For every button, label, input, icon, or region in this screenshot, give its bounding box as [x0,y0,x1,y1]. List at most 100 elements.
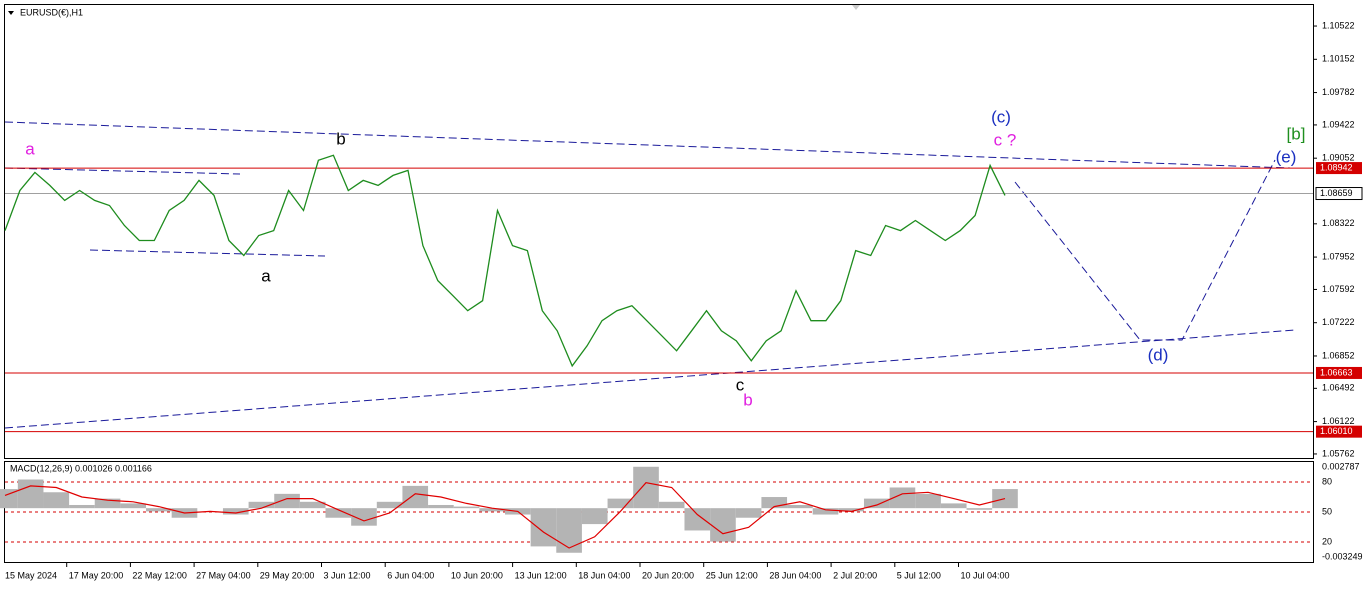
macd-bar [0,489,18,509]
x-tick-label: 13 Jun 12:00 [515,570,567,580]
macd-bar [69,504,95,509]
current-price-box [1315,187,1363,201]
wave-label: c [736,375,745,394]
x-tick-label: 10 Jul 04:00 [961,570,1010,580]
x-tick-label: 25 Jun 12:00 [706,570,758,580]
wave-label: (d) [1148,345,1169,364]
macd-tick-label: -0.003249 [1322,551,1363,561]
macd-bar [248,501,275,509]
level-label: 1.06663 [1320,367,1353,377]
price-pane [4,4,1314,459]
wave-label: [b] [1287,124,1306,143]
y-tick-label: 1.10152 [1322,54,1355,64]
current-price-label: 1.08659 [1320,188,1353,198]
macd-bar [915,493,941,509]
y-tick-label: 1.09782 [1322,87,1355,97]
macd-bar [812,508,839,515]
level-label: 1.08942 [1320,162,1353,172]
macd-bar [838,508,864,512]
macd-bar [556,508,582,553]
projection [1014,159,1276,341]
minor-trendline [4,167,241,175]
macd-bar [889,487,916,509]
macd-bar [274,493,300,509]
pane-marker [852,5,860,10]
y-tick-label: 1.08322 [1322,218,1355,228]
wave-label: c ? [994,130,1017,149]
macd-bar [863,498,890,509]
y-tick-label: 1.05762 [1322,448,1355,458]
y-tick-label: 1.06852 [1322,350,1355,360]
macd-bar [17,479,44,509]
x-tick-label: 20 Jun 20:00 [642,570,694,580]
y-tick-label: 1.06492 [1322,383,1355,393]
y-tick-label: 1.06122 [1322,416,1355,426]
level-box [1316,366,1362,379]
macd-bar [146,508,172,512]
trendlines [4,121,1296,429]
y-tick-label: 1.09422 [1322,119,1355,129]
y-tick-label: 1.07592 [1322,284,1355,294]
upper-trendline [4,121,1291,169]
wave-label: (c) [991,107,1011,126]
wave-label: a [261,266,271,285]
macd-tick-label: 0.002787 [1322,461,1360,471]
macd-bar [43,492,70,509]
x-tick-label: 29 May 20:00 [260,570,315,580]
macd-bar [402,485,429,509]
macd-bar [581,508,608,525]
macd-bar [607,498,634,509]
price-line [4,154,1006,368]
x-tick-label: 27 May 04:00 [196,570,251,580]
macd-level-label: 80 [1322,476,1332,486]
x-tick-label: 6 Jun 04:00 [387,570,434,580]
macd-bar [479,508,505,512]
x-tick-label: 17 May 20:00 [69,570,124,580]
y-tick-label: 1.07952 [1322,251,1355,261]
x-tick-label: 15 May 2024 [5,570,57,580]
macd-bar [940,503,967,509]
macd-bar [94,498,121,509]
level-box [1316,162,1362,175]
wave-label: (e) [1276,147,1297,166]
chart-title: EURUSD(€),H1 [20,7,83,17]
macd-bar [453,506,480,509]
macd-level-label: 20 [1322,536,1332,546]
x-tick-label: 3 Jun 12:00 [324,570,371,580]
macd-bar [351,508,377,526]
macd-pane [4,461,1314,563]
macd-level-label: 50 [1322,506,1332,516]
x-tick-label: 10 Jun 20:00 [451,570,503,580]
macd-bar [966,508,993,510]
macd-bar [376,501,403,509]
menu-arrow [8,11,14,15]
level-box [1316,425,1362,438]
macd-bar [684,508,711,531]
x-tick-label: 18 Jun 04:00 [578,570,630,580]
x-tick-label: 2 Jul 20:00 [833,570,877,580]
macd-bar [735,508,762,518]
y-tick-label: 1.10522 [1322,20,1355,30]
y-tick-label: 1.09052 [1322,153,1355,163]
x-tick-label: 28 Jun 04:00 [769,570,821,580]
macd-bar [761,497,788,509]
macd-bar [710,508,736,542]
wave-label: b [743,390,752,409]
wave-label: a [25,139,35,158]
level-label: 1.06010 [1320,426,1353,436]
macd-bar [325,508,352,518]
macd-signal [4,482,1006,549]
y-tick-label: 1.07222 [1322,317,1355,327]
macd-bar [633,466,659,509]
macd-bar [428,504,454,509]
minor-trendline [89,249,326,257]
macd-bar [787,504,813,509]
x-tick-label: 5 Jul 12:00 [897,570,941,580]
wave-label: b [336,129,345,148]
macd-bar [222,508,249,515]
macd-bar [299,501,326,509]
macd-bar [120,503,147,509]
macd-title: MACD(12,26,9) 0.001026 0.001166 [10,463,152,473]
